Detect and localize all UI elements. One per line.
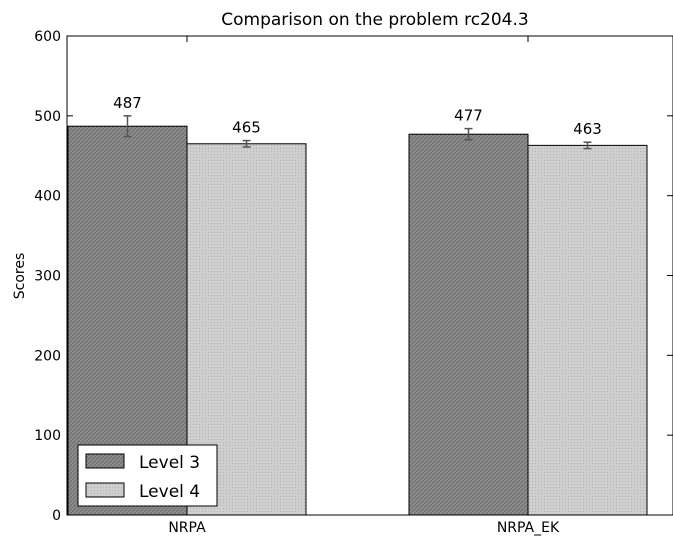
y-tick-label: 200 [34, 348, 61, 364]
legend-swatch-level-3 [85, 453, 125, 469]
legend-label-level-4: Level 4 [139, 482, 200, 502]
bar-level-3-nrpa_ek [408, 133, 529, 516]
y-axis-label: Scores [12, 253, 28, 300]
x-tick-label: NRPA_EK [497, 520, 560, 536]
data-label: 463 [573, 120, 602, 138]
legend-swatch-level-4 [85, 482, 125, 498]
data-label: 487 [113, 94, 142, 112]
chart-title: Comparison on the problem rc204.3 [221, 10, 528, 30]
y-tick-label: 600 [34, 29, 61, 45]
x-tick-label: NRPA [168, 520, 206, 536]
y-tick-label: 100 [34, 428, 61, 444]
y-tick-label: 0 [52, 508, 61, 524]
bar-level-4-nrpa [186, 143, 307, 516]
y-tick-label: 400 [34, 189, 61, 205]
legend: Level 3 Level 4 [77, 444, 218, 507]
legend-label-level-3: Level 3 [139, 453, 200, 473]
y-tick-label: 300 [34, 269, 61, 285]
y-tick-label: 500 [34, 109, 61, 125]
data-label: 465 [232, 119, 261, 137]
bar-level-4-nrpa_ek [527, 144, 648, 516]
data-label: 477 [454, 107, 483, 125]
